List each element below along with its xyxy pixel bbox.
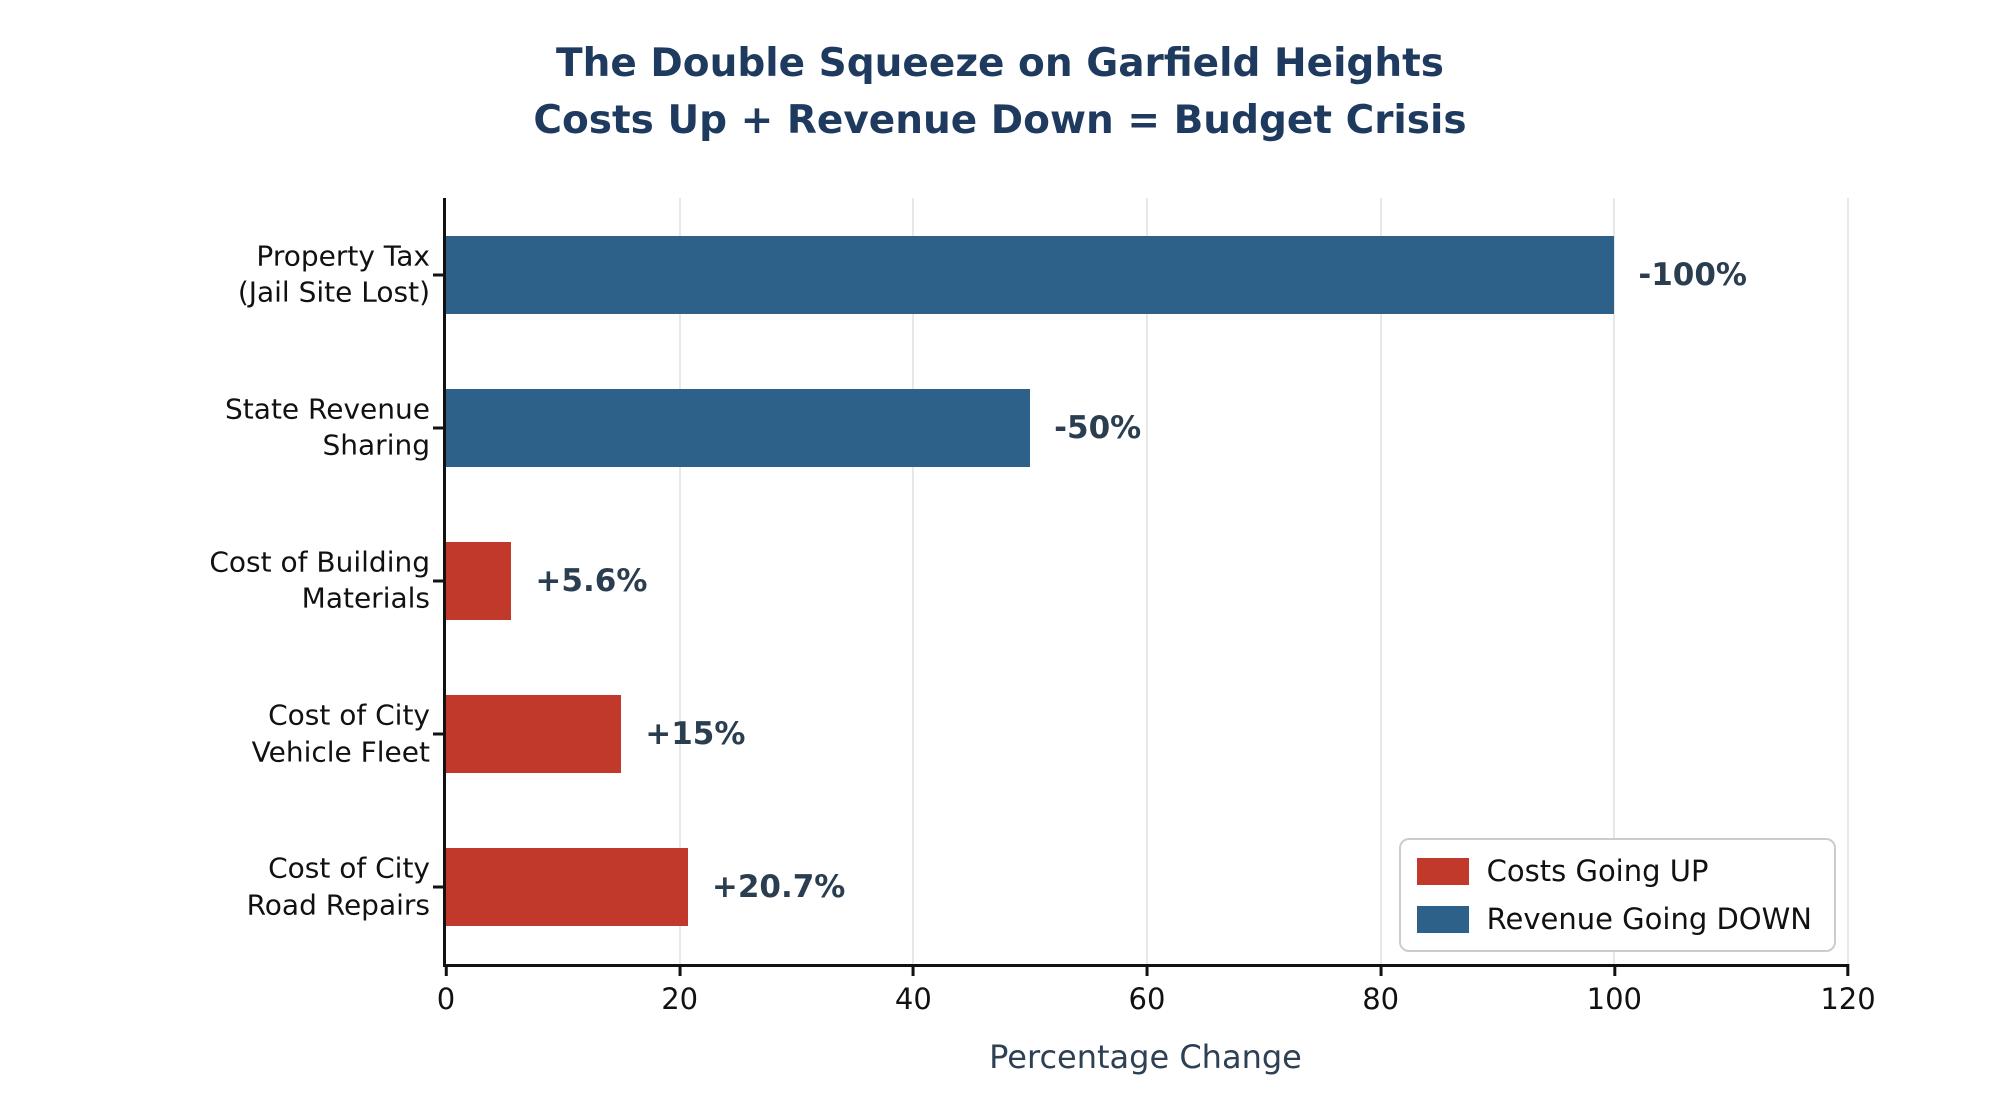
bar-row-property-tax: Property Tax (Jail Site Lost) -100%	[238, 198, 1848, 351]
y-tick-mark	[433, 885, 446, 889]
bar-value-label-property-tax: -100%	[1638, 256, 1747, 293]
x-tick-mark	[444, 964, 448, 976]
x-tick-120: 120	[1820, 964, 1876, 1016]
x-tick-0: 0	[437, 964, 455, 1016]
bar-road-repairs	[446, 848, 688, 927]
legend-entry-costs-up: Costs Going UP	[1416, 854, 1812, 888]
gridline-20	[678, 198, 681, 964]
gridline-120	[1847, 198, 1849, 964]
legend-entry-revenue-down: Revenue Going DOWN	[1416, 902, 1812, 936]
legend: Costs Going UP Revenue Going DOWN	[1398, 838, 1836, 952]
x-tick-label: 120	[1820, 982, 1876, 1016]
category-label-road-repairs: Cost of City Road Repairs	[246, 852, 430, 922]
bar-rows: Property Tax (Jail Site Lost) -100% Stat…	[209, 198, 1848, 964]
bar-row-building-materials: Cost of Building Materials +5.6%	[209, 504, 1848, 657]
x-tick-80: 80	[1362, 964, 1399, 1016]
plot-area: Property Tax (Jail Site Lost) -100% Stat…	[209, 198, 1876, 1016]
bar-property-tax	[446, 235, 1615, 314]
bar-value-label-state-revenue: -50%	[1054, 409, 1142, 446]
y-tick-mark	[433, 732, 446, 736]
x-tick-100: 100	[1587, 964, 1642, 1016]
category-label-vehicle-fleet: Cost of City Vehicle Fleet	[251, 698, 430, 769]
x-tick-mark	[678, 964, 682, 976]
x-tick-mark	[1846, 964, 1850, 976]
bar-value-label-building-materials: +5.6%	[535, 563, 648, 599]
bar-building-materials	[446, 542, 512, 620]
x-tick-label: 20	[661, 982, 699, 1016]
x-tick-mark	[1612, 964, 1616, 976]
category-label-property-tax: Property Tax (Jail Site Lost)	[237, 239, 430, 309]
gridline-100	[1613, 198, 1616, 964]
category-label-state-revenue: State Revenue Sharing	[225, 392, 430, 462]
x-tick-mark	[1379, 964, 1383, 976]
bar-row-state-revenue: State Revenue Sharing -50%	[225, 351, 1848, 504]
x-tick-label: 60	[1128, 982, 1166, 1016]
bar-value-label-vehicle-fleet: +15%	[645, 716, 746, 753]
chart-title-line2: Costs Up + Revenue Down = Budget Crisis	[533, 97, 1467, 143]
bar-vehicle-fleet	[446, 695, 622, 774]
legend-swatch-costs-up	[1416, 857, 1469, 885]
x-tick-mark	[911, 964, 915, 976]
x-tick-label: 40	[894, 982, 932, 1016]
gridline-40	[912, 198, 915, 964]
x-tick-label: 100	[1586, 982, 1643, 1016]
y-tick-mark	[433, 273, 446, 277]
x-tick-20: 20	[661, 964, 698, 1016]
legend-label-revenue-down: Revenue Going DOWN	[1486, 902, 1812, 936]
y-tick-mark	[433, 579, 446, 583]
gridline-60	[1146, 198, 1148, 964]
chart-title-line1: The Double Squeeze on Garfield Heights	[556, 41, 1444, 86]
bar-state-revenue	[446, 388, 1031, 467]
legend-swatch-revenue-down	[1416, 905, 1469, 933]
bar-row-vehicle-fleet: Cost of City Vehicle Fleet +15%	[252, 658, 1848, 811]
x-tick-label: 80	[1362, 982, 1400, 1016]
x-tick-label: 0	[436, 982, 456, 1016]
x-tick-60: 60	[1128, 964, 1166, 1016]
gridline-80	[1379, 198, 1382, 964]
bar-value-label-road-repairs: +20.7%	[711, 869, 846, 906]
y-tick-mark	[433, 426, 446, 430]
chart-title: The Double Squeeze on Garfield Heights C…	[0, 36, 2000, 149]
legend-label-costs-up: Costs Going UP	[1486, 854, 1709, 888]
bar-row-road-repairs: Cost of City Road Repairs +20.7%	[247, 811, 1848, 964]
x-tick-mark	[1145, 964, 1149, 976]
x-axis-title: Percentage Change	[989, 1038, 1302, 1076]
category-label-building-materials: Cost of Building Materials	[209, 545, 430, 615]
x-tick-40: 40	[895, 964, 932, 1016]
